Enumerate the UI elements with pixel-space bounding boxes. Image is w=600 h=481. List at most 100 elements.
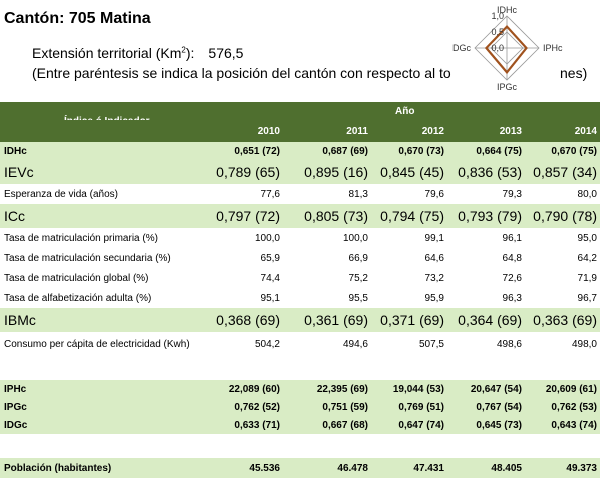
radar-scale-label: 1,0 bbox=[491, 11, 504, 21]
table-cell: 0,361 (69) bbox=[304, 312, 368, 328]
table-cell: 0,364 (69) bbox=[458, 312, 522, 328]
table-cell: 79,6 bbox=[424, 188, 444, 200]
table-cell: 498,0 bbox=[571, 338, 597, 350]
year-header: Año bbox=[395, 106, 415, 117]
table-cell: 498,6 bbox=[496, 338, 522, 350]
table-cell: 96,1 bbox=[502, 232, 522, 244]
position-note: (Entre paréntesis se indica la posición … bbox=[32, 65, 451, 81]
table-row-icc: ICc 0,797 (72) 0,805 (73) 0,794 (75) 0,793 (… bbox=[0, 204, 600, 228]
row-label: Tasa de matriculación global (%) bbox=[4, 272, 149, 284]
table-cell: 65,9 bbox=[260, 252, 280, 264]
table-row-idgc: IDGc 0,633 (71) 0,667 (68) 0,647 (74) 0,645 … bbox=[0, 416, 600, 434]
table-cell: 0,751 (59) bbox=[322, 401, 368, 413]
table-row-mat-primaria: Tasa de matriculación primaria (%) 100,0 1… bbox=[0, 228, 600, 248]
radar-axis-label: IDHc bbox=[497, 5, 517, 15]
radar-scale-label: 0,5 bbox=[491, 27, 504, 37]
table-row-ibmc: IBMc 0,368 (69) 0,361 (69) 0,371 (69) 0,364 … bbox=[0, 308, 600, 332]
year-cell-2013: 2013 bbox=[499, 125, 522, 137]
table-cell: 81,3 bbox=[348, 188, 368, 200]
table-spacer bbox=[0, 356, 600, 380]
table-cell: 20,609 (61) bbox=[545, 383, 597, 395]
header: Cantón: 705 Matina Extensión territorial… bbox=[0, 0, 600, 102]
row-label: Esperanza de vida (años) bbox=[4, 188, 118, 200]
table-cell: 96,7 bbox=[577, 292, 597, 304]
row-label: IBMc bbox=[4, 312, 36, 328]
table-cell: 46.478 bbox=[337, 462, 368, 474]
indicators-table: Año Índice ó Indicador 20102011201220132… bbox=[0, 102, 600, 478]
extension-suffix: ): bbox=[185, 45, 195, 61]
row-label: IDGc bbox=[4, 419, 28, 431]
table-cell: 19,044 (53) bbox=[392, 383, 444, 395]
table-header-top: Año Índice ó Indicador bbox=[0, 102, 600, 127]
table-cell: 71,9 bbox=[577, 272, 597, 284]
table-cell: 0,836 (53) bbox=[458, 164, 522, 180]
table-cell: 504,2 bbox=[254, 338, 280, 350]
row-label: Población (habitantes) bbox=[4, 462, 112, 474]
table-cell: 0,762 (52) bbox=[234, 401, 280, 413]
table-cell: 0,368 (69) bbox=[216, 312, 280, 328]
table-cell: 0,670 (73) bbox=[398, 145, 444, 157]
year-cell-2011: 2011 bbox=[346, 125, 368, 137]
row-label: Tasa de matriculación secundaria (%) bbox=[4, 252, 171, 264]
table-cell: 95,1 bbox=[260, 292, 280, 304]
page-title: Cantón: 705 Matina bbox=[4, 10, 151, 27]
table-cell: 75,2 bbox=[348, 272, 368, 284]
table-cell: 95,9 bbox=[424, 292, 444, 304]
extension-unit-sup: 2 bbox=[181, 45, 186, 55]
row-label: Tasa de matriculación primaria (%) bbox=[4, 232, 158, 244]
table-cell: 96,3 bbox=[502, 292, 522, 304]
table-row-esperanza: Esperanza de vida (años) 77,6 81,3 79,6 79,3… bbox=[0, 184, 600, 204]
table-cell: 0,687 (69) bbox=[322, 145, 368, 157]
table-cell: 22,395 (69) bbox=[316, 383, 368, 395]
table-cell: 507,5 bbox=[418, 338, 444, 350]
table-cell: 0,789 (65) bbox=[216, 164, 280, 180]
radar-series-idhc bbox=[484, 24, 528, 75]
table-cell: 0,647 (74) bbox=[398, 419, 444, 431]
year-cell-2010: 2010 bbox=[257, 125, 280, 137]
radar-scale-label: 0,0 bbox=[491, 43, 504, 53]
table-cell: 47.431 bbox=[413, 462, 444, 474]
table-cell: 0,857 (34) bbox=[533, 164, 597, 180]
table-cell: 0,762 (53) bbox=[551, 401, 597, 413]
table-cell: 48.405 bbox=[491, 462, 522, 474]
table-cell: 0,645 (73) bbox=[476, 419, 522, 431]
table-cell: 0,664 (75) bbox=[476, 145, 522, 157]
table-cell: 494,6 bbox=[342, 338, 368, 350]
table-cell: 66,9 bbox=[348, 252, 368, 264]
table-cell: 49.373 bbox=[566, 462, 597, 474]
radar-axis-label: IPHc bbox=[543, 43, 563, 53]
table-cell: 100,0 bbox=[342, 232, 368, 244]
table-cell: 64,2 bbox=[577, 252, 597, 264]
row-label: Consumo per cápita de electricidad (Kwh) bbox=[4, 338, 190, 350]
table-cell: 74,4 bbox=[260, 272, 280, 284]
table-row-poblacion: Población (habitantes) 45.536 46.478 47.431… bbox=[0, 458, 600, 478]
table-cell: 0,633 (71) bbox=[234, 419, 280, 431]
extension-value: 576,5 bbox=[208, 45, 244, 61]
table-row-alfabetizacion: Tasa de alfabetización adulta (%) 95,1 95,… bbox=[0, 288, 600, 308]
table-row-iphc: IPHc 22,089 (60) 22,395 (69) 19,044 (53) 20,… bbox=[0, 380, 600, 398]
row-label: IEVc bbox=[4, 164, 34, 180]
table-cell: 95,5 bbox=[348, 292, 368, 304]
table-cell: 0,895 (16) bbox=[304, 164, 368, 180]
table-cell: 80,0 bbox=[577, 188, 597, 200]
row-label: IPGc bbox=[4, 401, 27, 413]
extension-label: Extensión territorial (Km bbox=[32, 45, 182, 61]
table-cell: 22,089 (60) bbox=[228, 383, 280, 395]
table-cell: 0,805 (73) bbox=[304, 208, 368, 224]
year-cell-2014: 2014 bbox=[574, 125, 597, 137]
table-cell: 100,0 bbox=[254, 232, 280, 244]
row-label: IDHc bbox=[4, 145, 27, 157]
table-row-mat-secundaria: Tasa de matriculación secundaria (%) 65,9… bbox=[0, 248, 600, 268]
table-spacer bbox=[0, 434, 600, 458]
table-row-mat-global: Tasa de matriculación global (%) 74,4 75,2… bbox=[0, 268, 600, 288]
territorial-extension: Extensión territorial (Km2): 576,5 bbox=[32, 45, 243, 61]
table-cell: 0,797 (72) bbox=[216, 208, 280, 224]
row-label: IPHc bbox=[4, 383, 27, 395]
table-row-idhc: IDHc 0,651 (72) 0,687 (69) 0,670 (73) 0,664 … bbox=[0, 142, 600, 160]
table-cell: 0,651 (72) bbox=[234, 145, 280, 157]
table-cell: 0,790 (78) bbox=[533, 208, 597, 224]
table-cell: 0,371 (69) bbox=[380, 312, 444, 328]
table-cell: 77,6 bbox=[260, 188, 280, 200]
table-cell: 95,0 bbox=[577, 232, 597, 244]
row-label: ICc bbox=[4, 208, 25, 224]
